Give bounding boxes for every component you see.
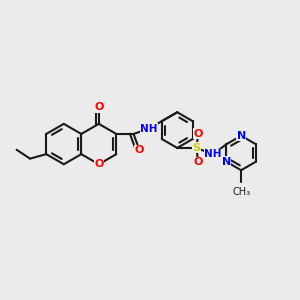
Text: O: O [194, 129, 203, 139]
Text: O: O [194, 157, 203, 167]
Text: O: O [94, 159, 104, 169]
Text: NH: NH [140, 124, 158, 134]
Text: O: O [135, 145, 144, 155]
Text: CH₃: CH₃ [232, 187, 250, 196]
Text: NH: NH [204, 149, 222, 160]
Text: N: N [236, 131, 246, 141]
Text: S: S [193, 143, 201, 153]
Text: O: O [94, 103, 104, 112]
Text: N: N [222, 157, 231, 166]
